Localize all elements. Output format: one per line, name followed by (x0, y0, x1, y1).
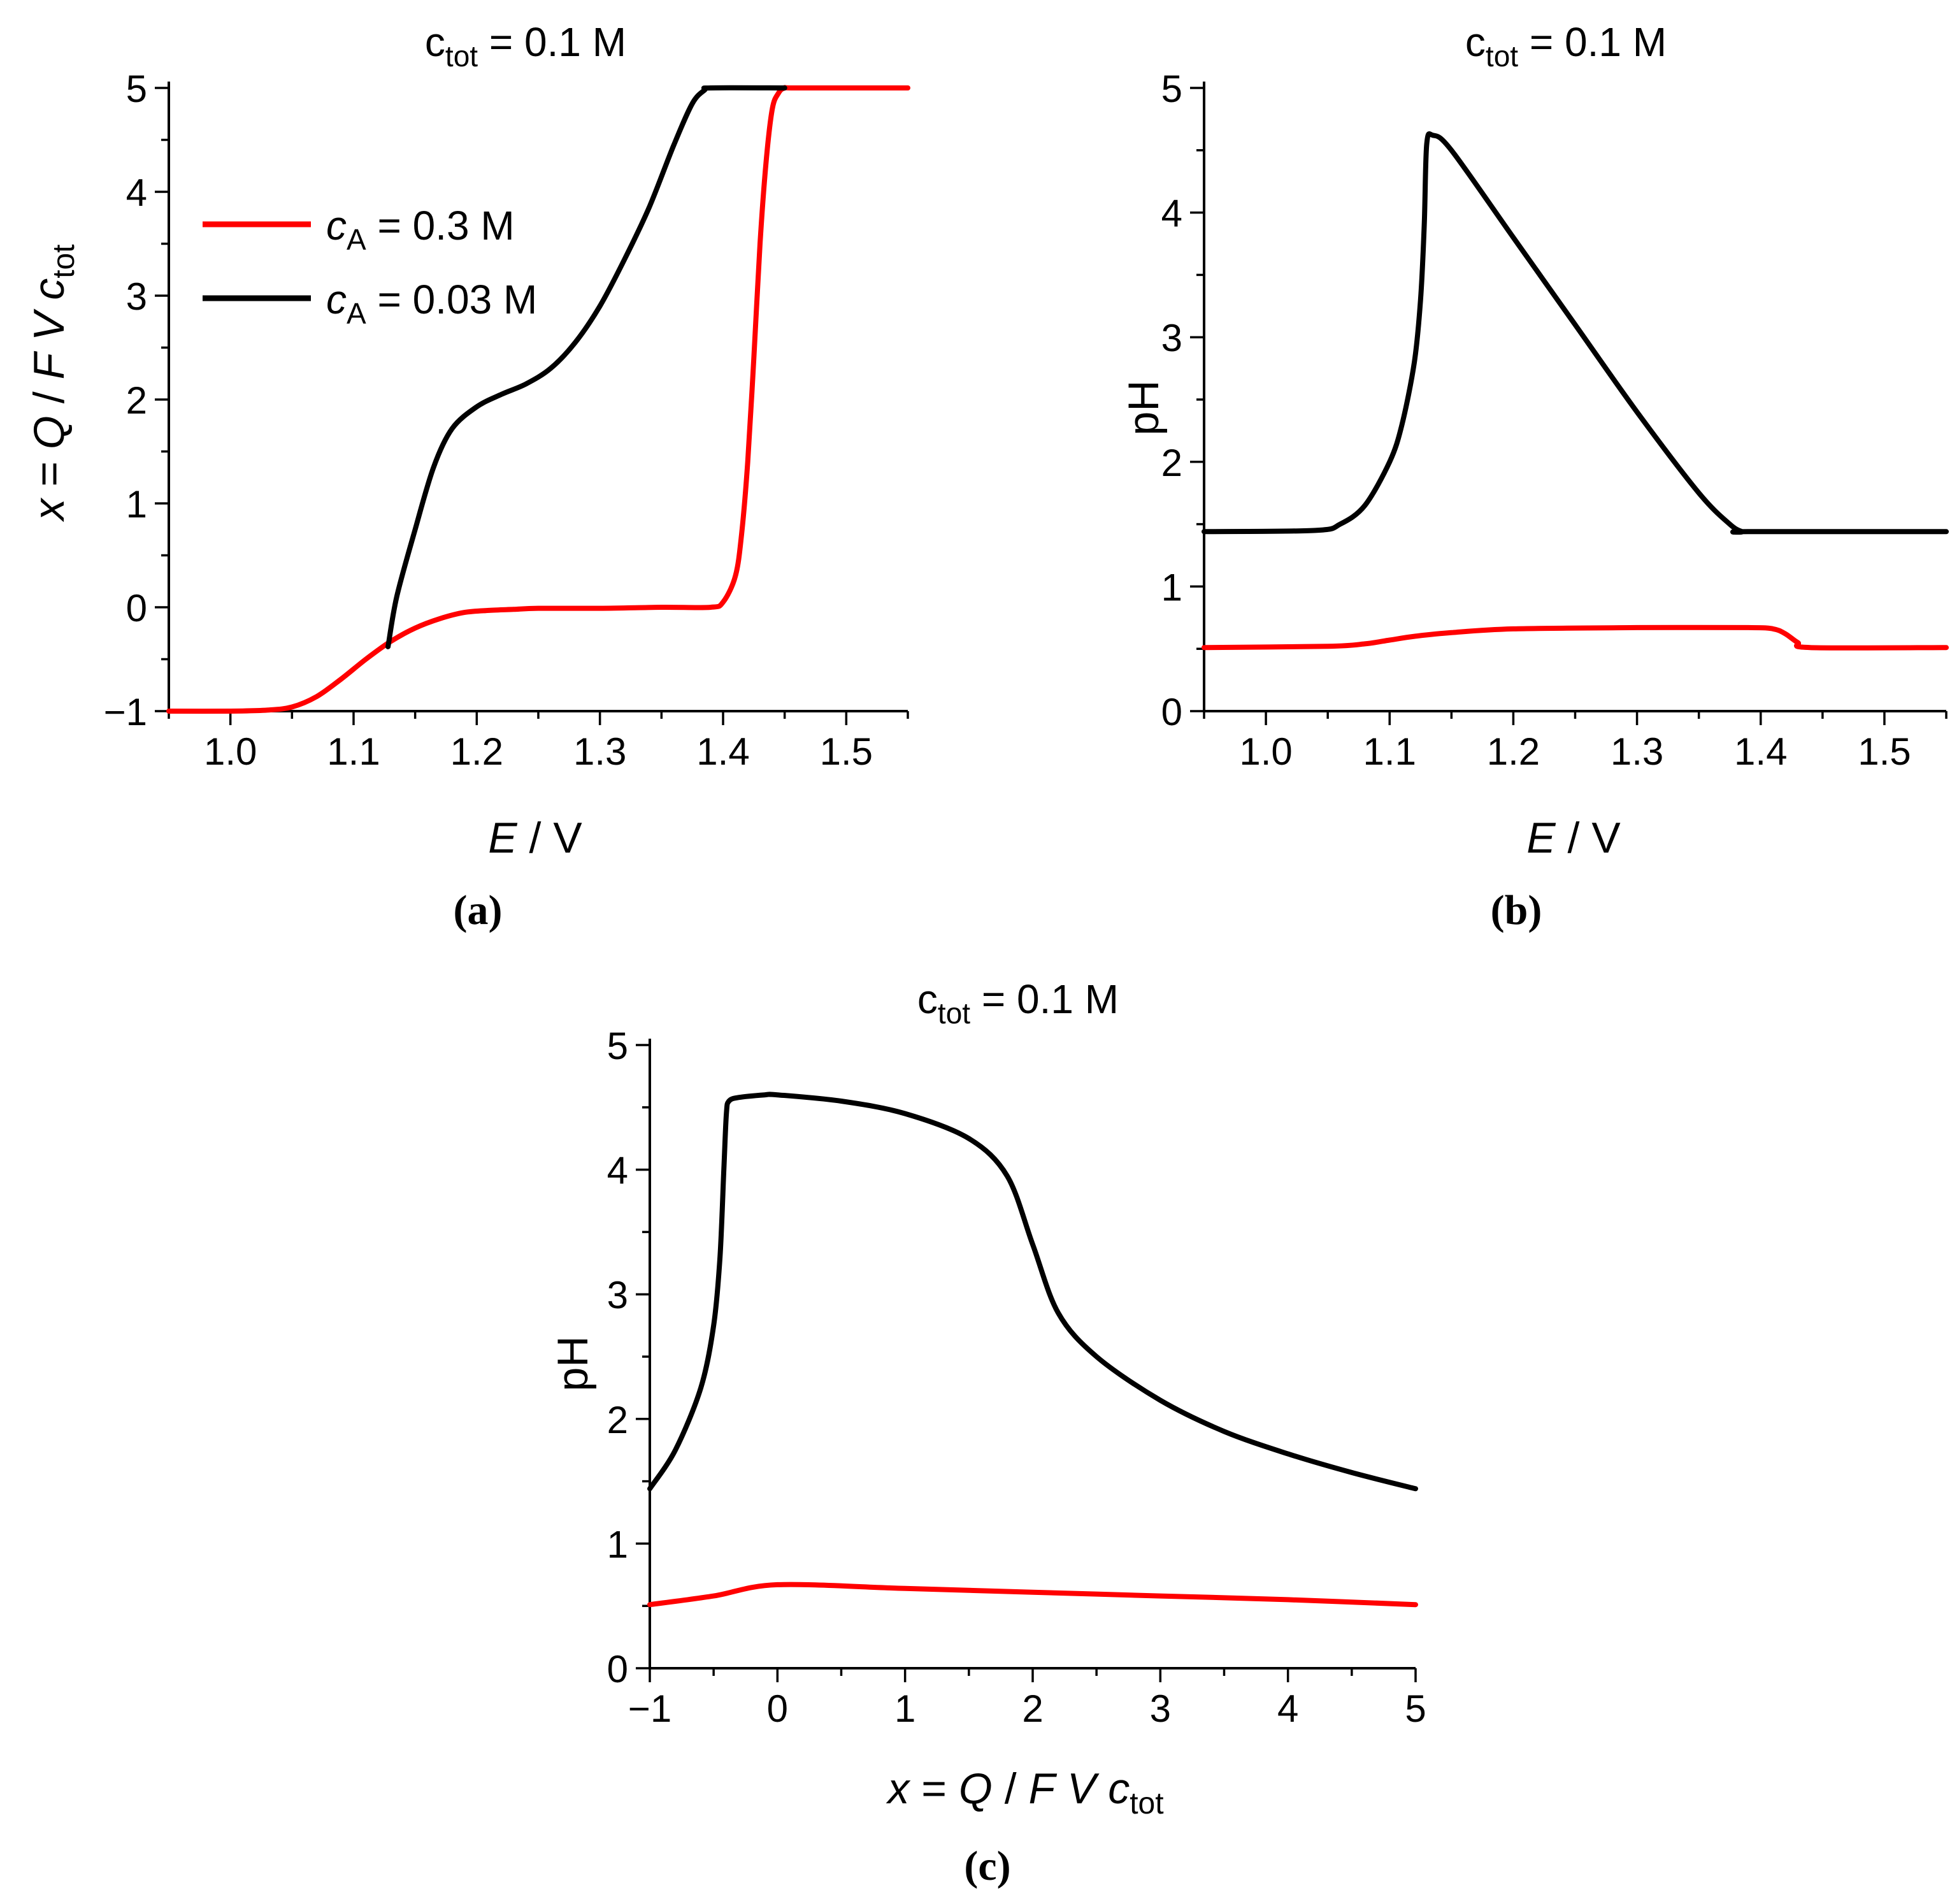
legend: cA = 0.3 M cA = 0.03 M (203, 203, 537, 330)
panel-a-y-tick-label: 2 (126, 379, 147, 422)
panel-a-x-tick-label: 1.4 (696, 730, 749, 773)
panel-b-series-ca-0-3 (1202, 624, 1949, 651)
panel-c-y-tick-label: 2 (607, 1399, 628, 1441)
panel-a-x-tick-label: 1.1 (327, 730, 380, 773)
legend-label-black: cA = 0.03 M (326, 277, 537, 330)
panel-b-y-tick-label: 1 (1161, 566, 1182, 609)
panel-b-x-tick-label: 1.5 (1858, 730, 1911, 773)
panel-b-series-ca-0-03 (1202, 131, 1949, 535)
panel-c-x-tick-label: 3 (1150, 1687, 1171, 1730)
panel-a-x-tick-label: 1.3 (573, 730, 626, 773)
panel-c-x-tick-label: 1 (894, 1687, 915, 1730)
panel-b-y-tick-label: 4 (1161, 192, 1182, 235)
panel-b: ctot = 0.1 M 1.0 1.1 1.2 1.3 1.4 1.5 0 1 2 3 4 5 E … (1119, 19, 1949, 934)
panel-c-xlabel: x = Q / F V ctot (886, 1764, 1163, 1821)
panel-b-xlabel: E / V (1526, 814, 1621, 862)
panel-c-caption: (c) (964, 1843, 1010, 1889)
panel-b-x-tick-label: 1.0 (1239, 730, 1292, 773)
panel-a-y-tick-label: 0 (126, 587, 147, 630)
panel-a-y-tick-label: 1 (126, 483, 147, 526)
panel-c-y-tick-label: 3 (607, 1274, 628, 1316)
panel-a: ctot = 0.1 M 1.0 1.1 1.2 1.3 1.4 1.5−1012345 … (25, 19, 910, 934)
panel-b-x-tick-label: 1.1 (1363, 730, 1416, 773)
panel-b-y-tick-label: 0 (1161, 691, 1182, 733)
legend-label-red: cA = 0.3 M (326, 203, 515, 256)
panel-b-x-tick-label: 1.3 (1611, 730, 1663, 773)
panel-b-ylabel: pH (1119, 380, 1168, 436)
panel-a-y-tick-label: −1 (104, 691, 147, 733)
panel-a-caption: (a) (454, 887, 503, 934)
panel-c-y-tick-label: 5 (607, 1025, 628, 1067)
panel-a-y-tick-label: 4 (126, 171, 147, 214)
panel-b-title: ctot = 0.1 M (1465, 19, 1667, 73)
panel-a-title: ctot = 0.1 M (425, 19, 626, 73)
panel-c-ylabel: pH (549, 1336, 597, 1392)
panel-b-caption: (b) (1491, 887, 1542, 934)
panel-a-y-tick-label: 3 (126, 275, 147, 318)
panel-c-x-tick-label: 0 (767, 1687, 788, 1730)
panel-b-y-tick-label: 3 (1161, 317, 1182, 359)
panel-b-x-tick-label: 1.4 (1734, 730, 1787, 773)
panel-a-series-ca-0-03 (385, 85, 787, 649)
panel-a-x-tick-label: 1.5 (820, 730, 873, 773)
panel-a-plot: 1.0 1.1 1.2 1.3 1.4 1.5 −1 0 1 2 3 4 5 (104, 68, 910, 773)
panel-a-series-ca-0-3 (166, 85, 910, 714)
panel-b-y-tick-label: 2 (1161, 442, 1182, 484)
panel-c-y-tick-label: 0 (607, 1648, 628, 1691)
panel-c-x-tick-label: 4 (1277, 1687, 1298, 1730)
panel-b-plot: 1.0 1.1 1.2 1.3 1.4 1.5 0 1 2 3 4 5 (1161, 68, 1949, 773)
panel-a-x-tick-label: 1.0 (204, 730, 257, 773)
panel-a-ylabel: x = Q / F V ctot (25, 244, 81, 522)
panel-a-x-tick-label: 1.2 (450, 730, 503, 773)
panel-c-x-tick-label: 5 (1405, 1687, 1426, 1730)
panel-c-y-tick-label: 4 (607, 1150, 628, 1192)
panel-c-x-tick-label: −1 (628, 1687, 671, 1730)
panel-c-series-ca-0-3 (647, 1582, 1418, 1608)
panel-b-x-tick-label: 1.2 (1487, 730, 1540, 773)
panel-c-y-tick-label: 1 (607, 1523, 628, 1566)
panel-a-y-tick-label: 5 (126, 68, 147, 110)
panel-c-x-tick-label: 2 (1022, 1687, 1043, 1730)
panel-c-title: ctot = 0.1 M (917, 976, 1119, 1030)
panel-a-xlabel: E / V (488, 814, 582, 862)
panel-b-y-tick-label: 5 (1161, 68, 1182, 110)
panel-c-series-ca-0-03 (647, 1092, 1418, 1492)
